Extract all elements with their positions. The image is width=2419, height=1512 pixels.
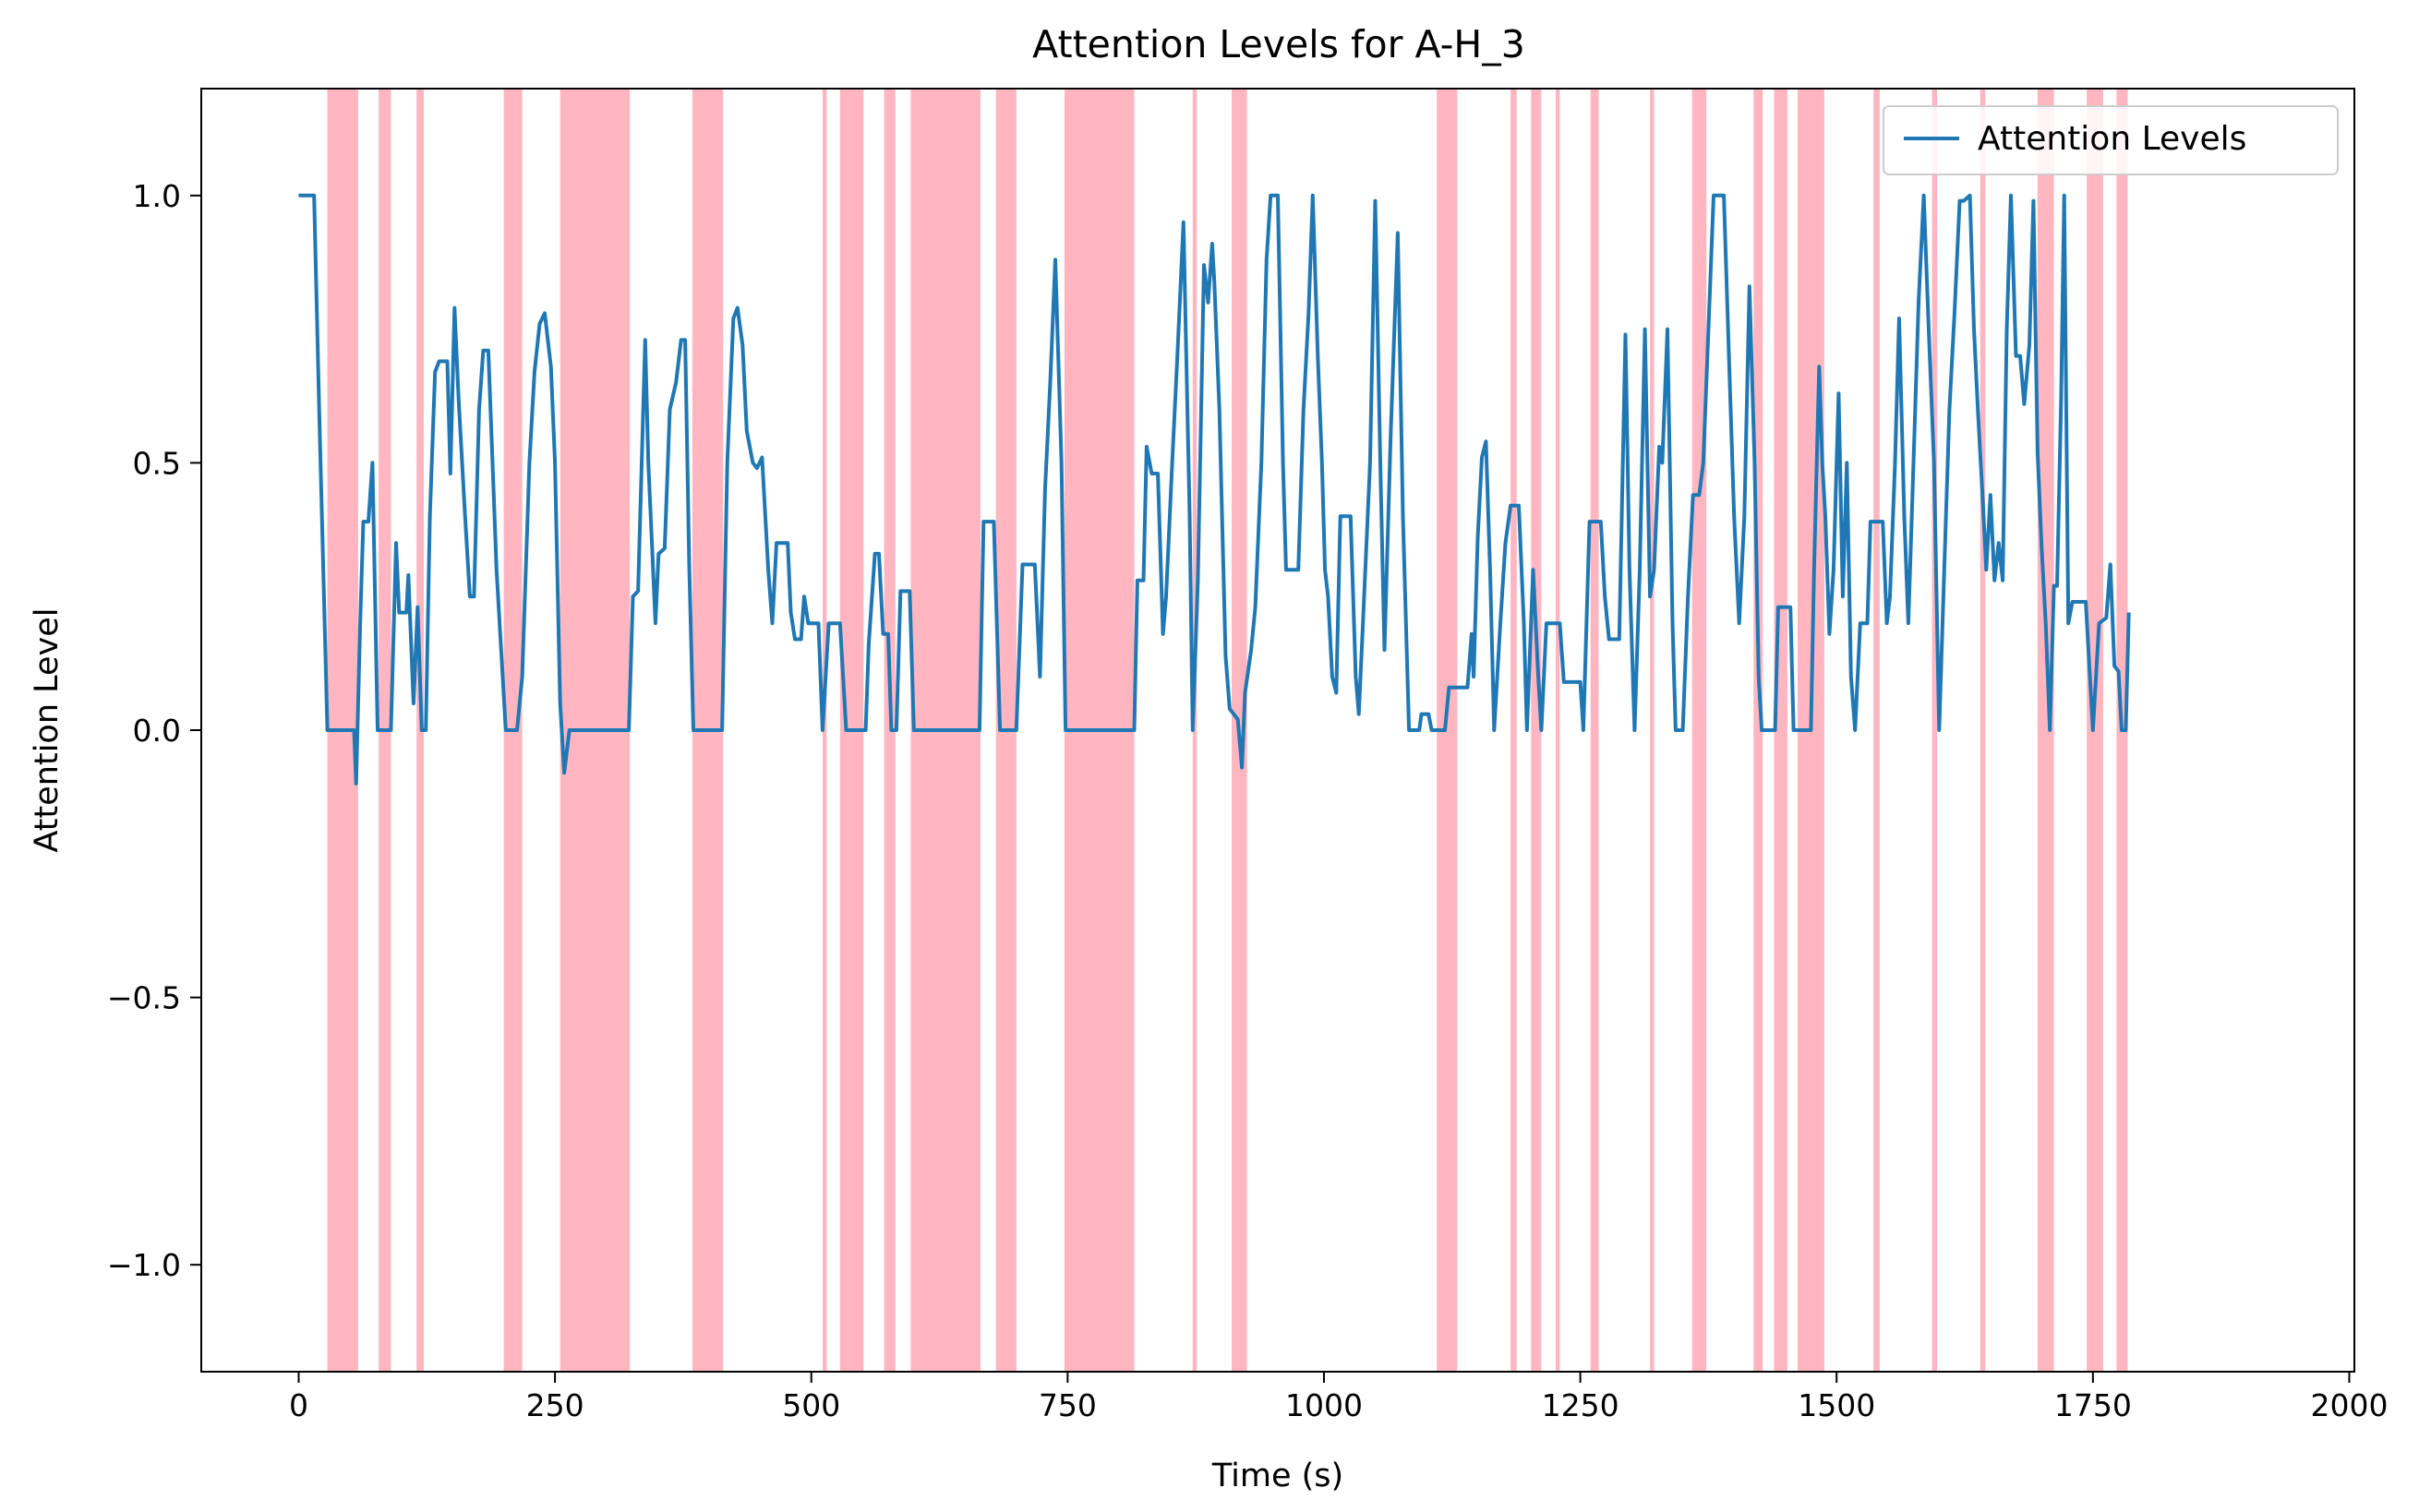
x-tick-label: 0 (289, 1387, 308, 1423)
y-axis-label: Attention Level (29, 607, 66, 852)
shaded-span (1980, 89, 1986, 1372)
x-tick-label: 250 (526, 1387, 584, 1423)
shaded-span (1691, 89, 1707, 1372)
shaded-span (1192, 89, 1197, 1372)
shaded-span (1555, 89, 1560, 1372)
shaded-span (2087, 89, 2103, 1372)
x-axis-label: Time (s) (1211, 1458, 1343, 1494)
x-tick-label: 2000 (2310, 1387, 2388, 1423)
shaded-span (2037, 89, 2054, 1372)
legend: Attention Levels (1883, 105, 2339, 175)
shaded-span (1774, 89, 1787, 1372)
x-tick-label: 1750 (2054, 1387, 2132, 1423)
legend-box (1883, 105, 2339, 175)
chart-title: Attention Levels for A-H_3 (1032, 22, 1525, 66)
y-axis: −1.0 −0.5 0.0 0.5 1.0 (107, 178, 201, 1283)
legend-label: Attention Levels (1978, 120, 2246, 158)
shaded-span (1437, 89, 1458, 1372)
x-tick-label: 750 (1039, 1387, 1097, 1423)
series-line-attention-levels (298, 193, 2131, 786)
y-tick-label: −0.5 (107, 980, 181, 1016)
shaded-span (1650, 89, 1655, 1372)
x-tick-label: 500 (782, 1387, 840, 1423)
x-axis: 0 250 500 750 1000 1250 1500 1750 2000 (289, 1372, 2388, 1423)
x-tick-label: 1000 (1285, 1387, 1363, 1423)
shaded-span (1932, 89, 1938, 1372)
shaded-span (1873, 89, 1880, 1372)
shaded-span (1510, 89, 1517, 1372)
y-tick-label: 1.0 (133, 178, 181, 214)
y-tick-label: 0.0 (133, 713, 181, 749)
shaded-span (1531, 89, 1542, 1372)
shaded-span (822, 89, 827, 1372)
y-tick-label: −1.0 (107, 1247, 181, 1283)
x-tick-label: 1500 (1798, 1387, 1875, 1423)
y-tick-label: 0.5 (133, 445, 181, 481)
shaded-span (1590, 89, 1599, 1372)
shaded-span (1753, 89, 1763, 1372)
x-tick-label: 1250 (1542, 1387, 1619, 1423)
series-line-group (298, 193, 2131, 786)
